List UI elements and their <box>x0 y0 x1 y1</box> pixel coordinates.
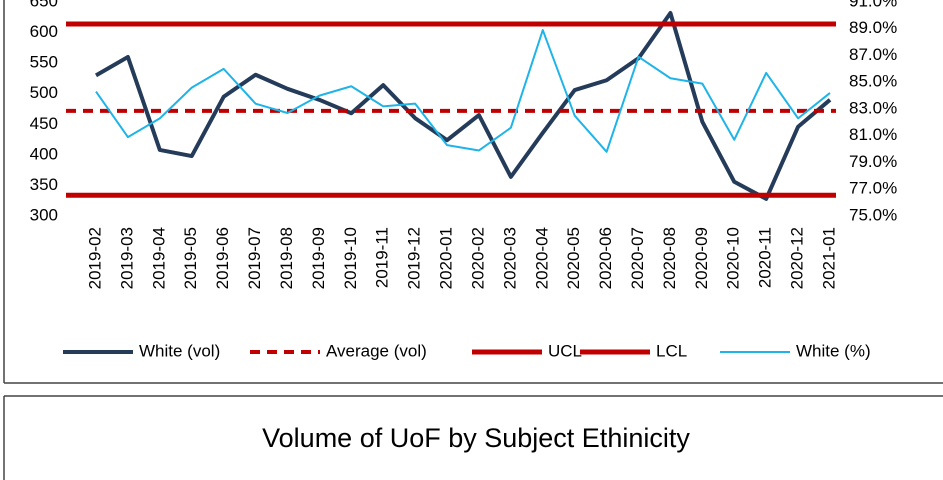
x-tick-label: 2020-04 <box>532 227 551 289</box>
x-tick-label: 2020-09 <box>692 227 711 289</box>
y2-tick-label: 87.0% <box>849 45 897 64</box>
chart-title: Volume of UoF by Subject Ethinicity <box>262 423 690 453</box>
x-tick-label: 2019-12 <box>405 227 424 289</box>
x-tick-label: 2020-10 <box>724 227 743 289</box>
y2-tick-label: 89.0% <box>849 18 897 37</box>
series-line <box>95 11 832 201</box>
x-tick-label: 2019-11 <box>373 227 392 288</box>
x-tick-label: 2019-05 <box>181 227 200 289</box>
y2-tick-label: 79.0% <box>849 152 897 171</box>
legend-label: White (%) <box>796 341 871 360</box>
x-tick-label: 2020-12 <box>788 227 807 289</box>
legend-label: White (vol) <box>139 341 220 360</box>
x-tick-label: 2021-01 <box>819 227 838 289</box>
x-tick-label: 2020-08 <box>660 227 679 289</box>
x-tick-label: 2019-03 <box>117 227 136 289</box>
y-tick-label: 450 <box>30 114 58 133</box>
x-tick-label: 2020-01 <box>437 227 456 289</box>
y2-tick-label: 75.0% <box>849 205 897 224</box>
y-tick-label: 650 <box>30 0 58 10</box>
x-tick-label: 2020-02 <box>468 227 487 289</box>
x-tick-label: 2020-05 <box>564 227 583 289</box>
y2-tick-label: 85.0% <box>849 72 897 91</box>
y2-tick-label: 81.0% <box>849 125 897 144</box>
x-tick-label: 2019-04 <box>149 227 168 289</box>
legend-label: Average (vol) <box>326 341 427 360</box>
y-tick-label: 300 <box>30 205 58 224</box>
legend-label: LCL <box>656 341 687 360</box>
legend-label: UCL <box>548 341 582 360</box>
x-tick-label: 2019-10 <box>341 227 360 289</box>
y-tick-label: 500 <box>30 83 58 102</box>
x-tick-label: 2020-11 <box>756 227 775 288</box>
x-tick-label: 2019-02 <box>85 227 104 289</box>
x-tick-label: 2019-08 <box>277 227 296 289</box>
y2-tick-label: 91.0% <box>849 0 897 10</box>
x-tick-label: 2019-09 <box>309 227 328 289</box>
y-tick-label: 400 <box>30 144 58 163</box>
y-tick-label: 600 <box>30 22 58 41</box>
series-line <box>95 29 831 153</box>
x-tick-label: 2020-07 <box>628 227 647 289</box>
x-tick-label: 2020-06 <box>596 227 615 289</box>
y-tick-label: 550 <box>30 53 58 72</box>
x-tick-label: 2019-06 <box>213 227 232 289</box>
y2-tick-label: 77.0% <box>849 179 897 198</box>
x-tick-label: 2020-03 <box>500 227 519 289</box>
y-tick-label: 350 <box>30 175 58 194</box>
x-tick-label: 2019-07 <box>245 227 264 289</box>
y2-tick-label: 83.0% <box>849 98 897 117</box>
